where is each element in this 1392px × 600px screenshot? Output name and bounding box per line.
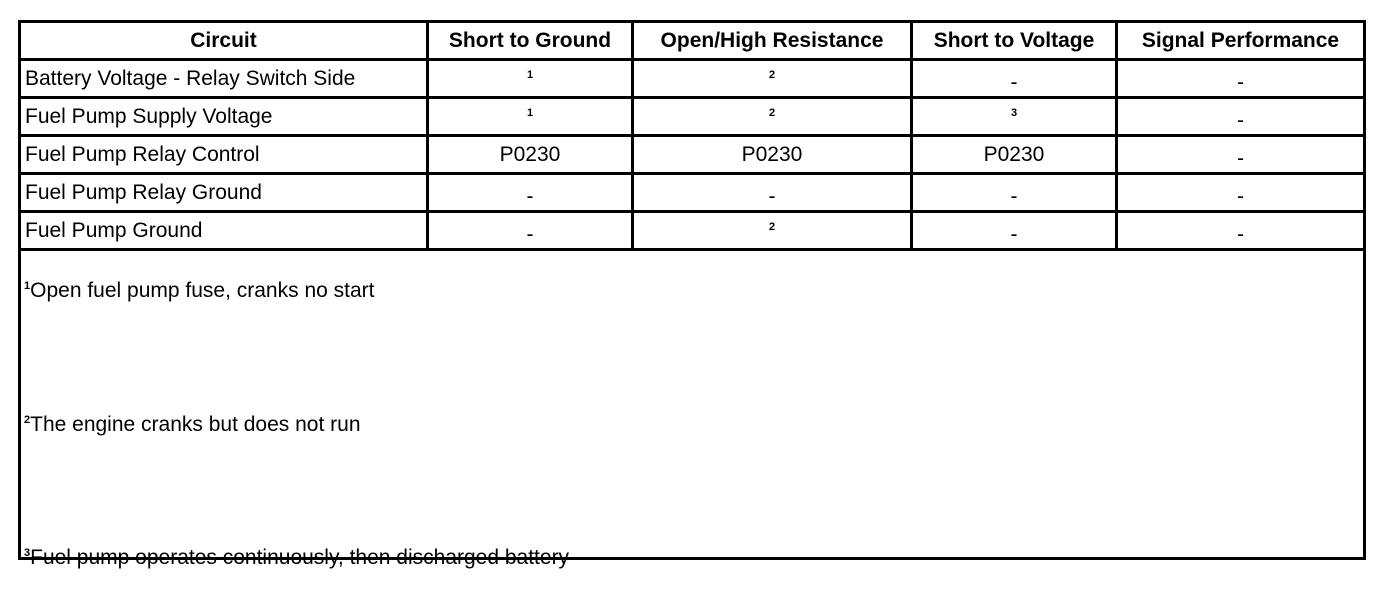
footnote-mark: 2 (24, 414, 31, 426)
table-row: Fuel Pump Ground - 2 - - (18, 210, 1366, 251)
table-cell: P0230 (426, 134, 634, 175)
table-row: Battery Voltage - Relay Switch Side 1 2 - - (18, 58, 1366, 99)
table-cell: - (1115, 172, 1366, 213)
footnote-1: 1Open fuel pump fuse, cranks no start (24, 279, 374, 303)
table-cell: 2 (631, 58, 913, 99)
table-row: Fuel Pump Supply Voltage 1 2 3 - (18, 96, 1366, 137)
table-cell: - (426, 172, 634, 213)
not-applicable-dash: - (1237, 184, 1244, 208)
table-cell: - (426, 210, 634, 251)
not-applicable-dash: - (1237, 70, 1244, 94)
table-cell: 3 (910, 96, 1118, 137)
not-applicable-dash: - (1010, 70, 1018, 94)
circuit-name: Fuel Pump Supply Voltage (18, 96, 429, 137)
header-circuit: Circuit (18, 20, 429, 61)
footnote-reference: 1 (526, 106, 534, 119)
table-row: Fuel Pump Relay Ground - - - - (18, 172, 1366, 213)
header-short-to-ground: Short to Ground (426, 20, 634, 61)
table-cell: P0230 (910, 134, 1118, 175)
footnote-text: The engine cranks but does not run (30, 413, 361, 436)
footnote-text: Fuel pump operates continuously, then di… (30, 546, 570, 569)
footnote-reference: 1 (526, 68, 534, 81)
circuit-name: Fuel Pump Relay Ground (18, 172, 429, 213)
footnote-reference: 2 (768, 220, 776, 233)
table-cell: - (1115, 58, 1366, 99)
table-cell: - (631, 172, 913, 213)
footnote-reference: 3 (1010, 106, 1018, 119)
table-row: Fuel Pump Relay Control P0230 P0230 P0230 - (18, 134, 1366, 175)
not-applicable-dash: - (1010, 184, 1018, 208)
not-applicable-dash: - (768, 184, 776, 208)
not-applicable-dash: - (1237, 222, 1244, 246)
circuit-diagnostic-table: Circuit Short to Ground Open/High Resist… (18, 20, 1366, 560)
table-cell: 2 (631, 96, 913, 137)
footnote-mark: 1 (24, 280, 31, 292)
table-cell: - (1115, 96, 1366, 137)
table-cell: 1 (426, 96, 634, 137)
circuit-name: Battery Voltage - Relay Switch Side (18, 58, 429, 99)
not-applicable-dash: - (1010, 222, 1018, 246)
circuit-name: Fuel Pump Relay Control (18, 134, 429, 175)
footnote-mark: 3 (24, 547, 31, 559)
not-applicable-dash: - (526, 184, 534, 208)
table-cell: - (1115, 210, 1366, 251)
footnote-2: 2The engine cranks but does not run (24, 413, 361, 437)
not-applicable-dash: - (526, 222, 534, 246)
header-short-to-voltage: Short to Voltage (910, 20, 1118, 61)
header-open-high-resistance: Open/High Resistance (631, 20, 913, 61)
table-cell: - (1115, 134, 1366, 175)
dtc-code: P0230 (983, 142, 1045, 166)
dtc-code: P0230 (741, 142, 803, 166)
footnote-reference: 2 (768, 68, 776, 81)
footnote-text: Open fuel pump fuse, cranks no start (30, 279, 375, 302)
table-cell: 1 (426, 58, 634, 99)
table-cell: - (910, 210, 1118, 251)
circuit-name: Fuel Pump Ground (18, 210, 429, 251)
footnote-reference: 2 (768, 106, 776, 119)
footnote-3: 3Fuel pump operates continuously, then d… (24, 546, 569, 570)
footnotes-cell (18, 248, 1366, 560)
header-signal-performance: Signal Performance (1115, 20, 1366, 61)
dtc-code: P0230 (499, 142, 561, 166)
table-cell: P0230 (631, 134, 913, 175)
not-applicable-dash: - (1237, 108, 1244, 132)
table-cell: 2 (631, 210, 913, 251)
table-cell: - (910, 172, 1118, 213)
footnotes-row (18, 248, 1366, 560)
not-applicable-dash: - (1237, 146, 1244, 170)
header-row: Circuit Short to Ground Open/High Resist… (18, 20, 1366, 61)
table-cell: - (910, 58, 1118, 99)
